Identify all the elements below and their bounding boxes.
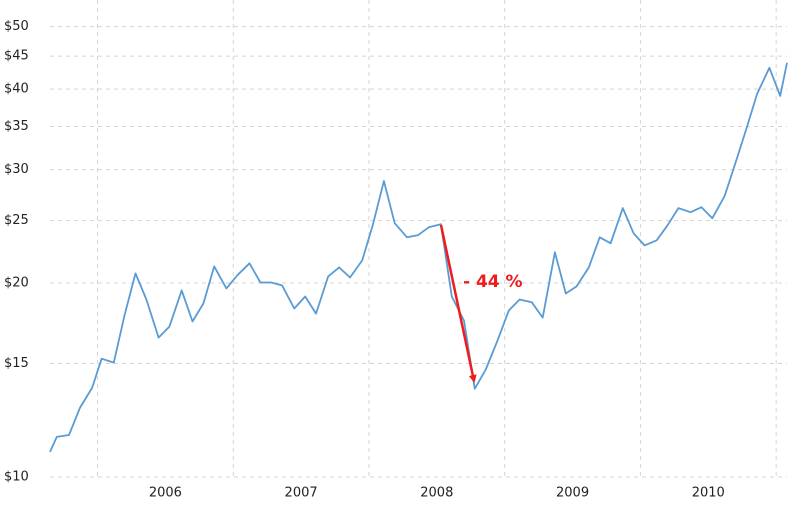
y-tick-label: $40 — [4, 82, 29, 97]
x-tick-label: 2008 — [420, 486, 453, 501]
x-tick-label: 2006 — [149, 486, 182, 501]
x-tick-label: 2010 — [692, 486, 725, 501]
y-tick-label: $35 — [4, 119, 29, 134]
x-tick-label: 2009 — [556, 486, 589, 501]
price-line — [49, 62, 788, 453]
y-tick-label: $50 — [4, 19, 29, 34]
y-tick-label: $25 — [4, 213, 29, 228]
y-tick-label: $30 — [4, 162, 29, 177]
y-tick-label: $20 — [4, 276, 29, 291]
y-tick-label: $45 — [4, 49, 29, 64]
annotation-text: - 44 % — [463, 272, 523, 292]
y-tick-label: $15 — [4, 356, 29, 371]
y-tick-label: $10 — [4, 470, 29, 485]
x-tick-label: 2007 — [285, 486, 318, 501]
annotation-arrow — [439, 224, 477, 383]
